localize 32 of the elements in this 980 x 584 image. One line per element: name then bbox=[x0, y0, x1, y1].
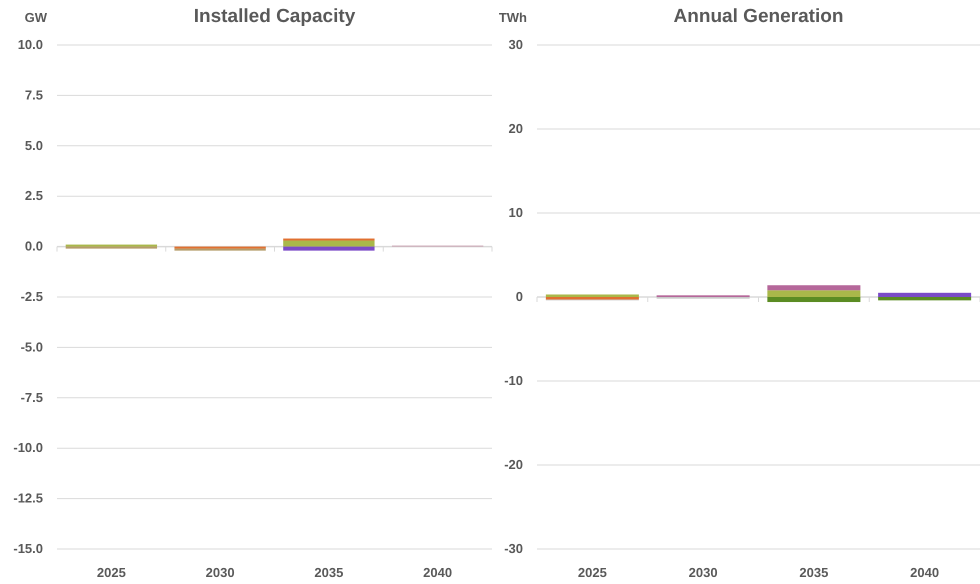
bar bbox=[283, 240, 375, 247]
x-tick-label: 2025 bbox=[96, 565, 126, 580]
y-tick-label: -15.0 bbox=[13, 541, 43, 556]
y-tick-label: -7.5 bbox=[20, 390, 43, 405]
y-axis-title: TWh bbox=[498, 10, 528, 25]
y-tick-label: 2.5 bbox=[24, 188, 43, 204]
x-tick-label: 2030 bbox=[206, 565, 235, 580]
chart-title: Installed Capacity bbox=[194, 6, 356, 27]
x-tick-label: 2030 bbox=[688, 565, 718, 580]
y-tick-label: 5.0 bbox=[24, 138, 43, 153]
y-tick-label: 30 bbox=[508, 37, 523, 52]
x-tick-label: 2035 bbox=[314, 565, 344, 580]
y-tick-label: -20 bbox=[504, 457, 523, 472]
y-axis-title: GW bbox=[24, 10, 48, 25]
y-tick-label: -10 bbox=[504, 373, 523, 388]
y-tick-label: 0.0 bbox=[24, 238, 43, 254]
y-tick-label: 10 bbox=[508, 205, 523, 220]
y-tick-label: 7.5 bbox=[24, 87, 43, 102]
x-tick-label: 2040 bbox=[423, 565, 452, 580]
x-tick-label: 2035 bbox=[799, 565, 828, 580]
y-tick-label: -2.5 bbox=[20, 289, 43, 304]
y-tick-label: -10.0 bbox=[13, 440, 43, 456]
y-tick-label: 20 bbox=[508, 121, 523, 136]
y-tick-label: -30 bbox=[504, 541, 523, 556]
y-tick-label: -12.5 bbox=[13, 490, 43, 506]
y-tick-label: 10.0 bbox=[18, 37, 43, 52]
x-tick-label: 2025 bbox=[578, 565, 607, 580]
chart-title: Annual Generation bbox=[674, 6, 844, 27]
y-tick-label: 0 bbox=[516, 289, 523, 304]
y-tick-label: -5.0 bbox=[20, 339, 43, 354]
bar bbox=[283, 246, 375, 251]
x-tick-label: 2040 bbox=[910, 565, 940, 580]
